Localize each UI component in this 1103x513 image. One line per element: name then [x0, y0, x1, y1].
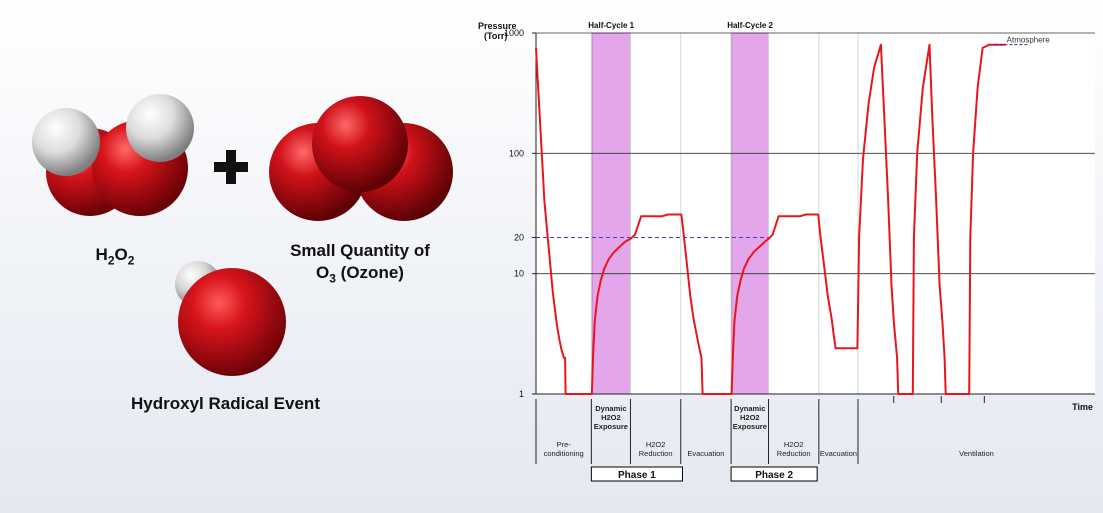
h2o2-molecule	[32, 94, 194, 216]
segment-label-red2: Reduction	[777, 449, 811, 458]
half-cycle-band	[731, 32, 770, 395]
phase-box	[590, 466, 683, 482]
y-tick-label: 10	[514, 269, 524, 279]
pressure-series-line	[535, 43, 1006, 395]
hydrogen-atom	[126, 94, 194, 162]
ozone-molecule	[269, 96, 453, 221]
segment-label-pre: Pre-	[557, 440, 572, 449]
half-cycle-label: Half-Cycle 1	[588, 21, 634, 30]
x-axis-label: Time	[1072, 402, 1093, 412]
segment-label-red1: H2O2	[646, 440, 666, 449]
y-tick-label: 1	[519, 389, 524, 399]
half-cycle-band	[591, 32, 631, 395]
y-tick-label: 100	[509, 148, 524, 158]
segment-label-dyn2: Dynamic	[734, 404, 765, 413]
hydroxyl-label: Hydroxyl Radical Event	[131, 394, 320, 413]
h2o2-label: H2O2	[95, 245, 135, 268]
segment-label-red2: H2O2	[784, 440, 804, 449]
atmosphere-label: Atmosphere	[1007, 36, 1051, 45]
segment-label-pre: conditioning	[544, 449, 584, 458]
hydrogen-atom	[32, 108, 100, 176]
pressure-chart: Half-Cycle 1 Half-Cycle 2 1 10 20 100 1000Pres…	[478, 21, 1095, 482]
segment-label-dyn2: Exposure	[733, 422, 767, 431]
y-axis-label: Pressure	[478, 21, 517, 31]
phase-box	[730, 466, 818, 482]
oxygen-atom	[178, 268, 286, 376]
hydroxyl-molecule	[175, 261, 286, 376]
segment-label-dyn2: H2O2	[740, 413, 760, 422]
segment-label-dyn1: Dynamic	[595, 404, 626, 413]
segment-label-red1: Reduction	[639, 449, 673, 458]
segment-label-vent: Ventilation	[959, 449, 994, 458]
y-axis-unit: (Torr)	[484, 31, 507, 41]
segment-label-dyn1: Exposure	[594, 422, 628, 431]
y-tick-label: 20	[514, 232, 524, 242]
plus-sign	[214, 150, 248, 184]
y-tick-label: 1000	[504, 28, 524, 38]
phase-label: Phase 2	[755, 470, 793, 481]
ozone-label: Small Quantity of O3 (Ozone)	[290, 241, 430, 286]
segment-label-dyn1: H2O2	[601, 413, 621, 422]
phase-label: Phase 1	[618, 470, 656, 481]
oxygen-atom	[312, 96, 408, 192]
half-cycle-label: Half-Cycle 2	[727, 21, 773, 30]
segment-label-evac2: Evacuation	[820, 449, 857, 458]
segment-label-evac1: Evacuation	[687, 449, 724, 458]
